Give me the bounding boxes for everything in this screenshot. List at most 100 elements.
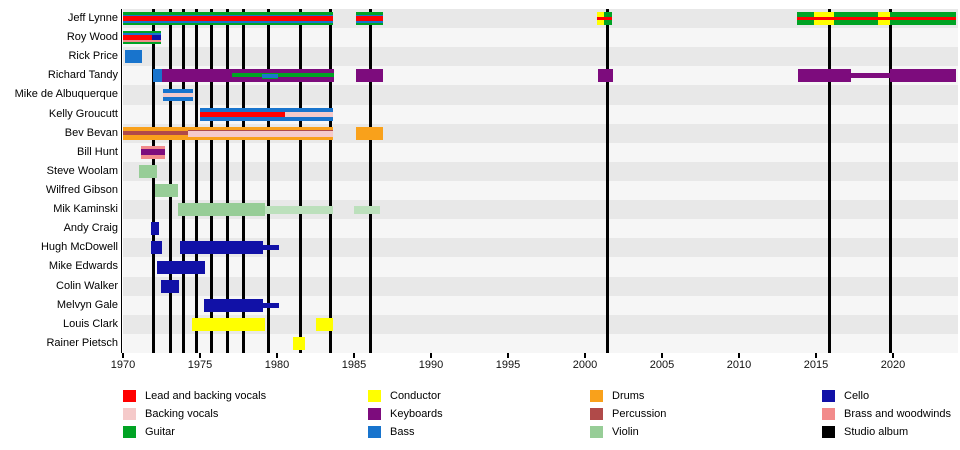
studio-album-line (241, 9, 245, 353)
legend-label: Lead and backing vocals (145, 390, 267, 402)
role-stripe-red (200, 111, 285, 117)
role-stripe-blue (355, 21, 384, 23)
row-band (123, 161, 958, 181)
role-stripe-pink (284, 111, 334, 117)
role-stripe-green (123, 31, 153, 34)
timeline-bar (123, 12, 334, 26)
studio-album-line (369, 9, 373, 353)
role-stripe-purple (231, 77, 262, 83)
timeline-bar (139, 164, 157, 178)
role-stripe-cello (151, 241, 163, 255)
timeline-bar (355, 69, 384, 83)
role-stripe-red (877, 16, 890, 21)
role-stripe-cello (203, 298, 264, 312)
role-stripe-purple (277, 69, 334, 74)
role-stripe-green (152, 31, 161, 34)
timeline-bar (355, 126, 384, 140)
role-stripe-orange (188, 136, 334, 140)
legend-label: Cello (844, 390, 870, 402)
role-stripe-orange (123, 126, 189, 132)
timeline-bar (889, 12, 957, 26)
member-label: Wilfred Gibson (45, 184, 118, 196)
legend-label: Drums (612, 390, 645, 402)
row-band (123, 181, 958, 201)
member-label: Andy Craig (63, 222, 118, 235)
timeline-bar (596, 12, 605, 26)
member-label: Mik Kaminski (53, 203, 118, 216)
row-band (123, 85, 958, 105)
role-stripe-blue (152, 33, 161, 35)
axis-tick-label: 1975 (187, 359, 213, 371)
timeline-bar (231, 69, 262, 83)
studio-album-line (605, 9, 609, 353)
timeline-bar (152, 31, 161, 45)
role-stripe-green (231, 73, 262, 78)
timeline-bar (160, 279, 180, 293)
role-stripe-yellow (877, 12, 890, 17)
role-stripe-blue (284, 116, 334, 121)
studio-album-line (329, 9, 333, 353)
axis-tick-label: 1980 (264, 359, 290, 371)
role-stripe-purple (797, 69, 852, 83)
timeline-bar (263, 245, 280, 251)
timeline-bar (264, 205, 334, 214)
legend-item: Lead and backing vocals (123, 389, 266, 403)
legend-label: Bass (390, 426, 415, 438)
studio-album-line (828, 9, 832, 353)
legend-item: Cello (822, 389, 869, 403)
role-stripe-green (152, 42, 161, 45)
role-stripe-firebrick (123, 131, 189, 135)
role-stripe-green (123, 22, 334, 26)
legend-label: Conductor (390, 390, 441, 402)
timeline-bar (156, 260, 205, 274)
timeline-bar (124, 50, 143, 64)
timeline-bar (293, 336, 305, 350)
timeline-bar (604, 12, 612, 26)
timeline-bar (833, 12, 878, 26)
role-stripe-cello (152, 34, 161, 41)
studio-album-line (889, 9, 893, 353)
role-stripe-purple (277, 77, 334, 83)
studio-album-line (151, 9, 155, 353)
role-stripe-green (277, 73, 334, 78)
role-stripe-cello (263, 245, 280, 251)
timeline-bar (354, 205, 381, 214)
role-stripe-salmon (123, 40, 153, 43)
member-label: Bill Hunt (77, 145, 118, 158)
member-label: Rick Price (68, 50, 118, 63)
timeline-bar (151, 222, 160, 236)
axis-tick (507, 353, 509, 358)
legend-item: Bass (368, 425, 414, 439)
role-stripe-red (796, 16, 815, 21)
timeline-bar (153, 69, 163, 83)
role-stripe-blue (200, 107, 285, 112)
legend-swatch-violin (590, 426, 603, 438)
role-stripe-purple (889, 69, 957, 83)
axis-tick-label: 2005 (649, 359, 675, 371)
role-stripe-blue (123, 33, 153, 35)
legend-item: Guitar (123, 425, 175, 439)
role-stripe-blue (124, 50, 143, 64)
axis-tick (276, 353, 278, 358)
timeline-bar (162, 69, 232, 83)
role-stripe-yellow (192, 317, 265, 331)
role-stripe-red (833, 16, 878, 21)
role-stripe-salmon (140, 155, 165, 159)
studio-album-line (226, 9, 230, 353)
role-stripe-green (889, 20, 957, 26)
legend-label: Keyboards (390, 408, 443, 420)
axis-tick (738, 353, 740, 358)
member-label: Roy Wood (66, 31, 118, 44)
timeline-bar (263, 302, 280, 308)
row-band (123, 333, 958, 353)
member-label: Rainer Pietsch (46, 336, 118, 349)
row-band (123, 276, 958, 296)
legend-swatch-firebrick (590, 408, 603, 420)
role-stripe-purple (355, 69, 384, 83)
legend-item: Conductor (368, 389, 441, 403)
axis-tick (199, 353, 201, 358)
legend-swatch-black (822, 426, 835, 438)
role-stripe-firebrick (188, 129, 334, 132)
timeline-bar (203, 298, 264, 312)
role-stripe-green (889, 12, 957, 17)
